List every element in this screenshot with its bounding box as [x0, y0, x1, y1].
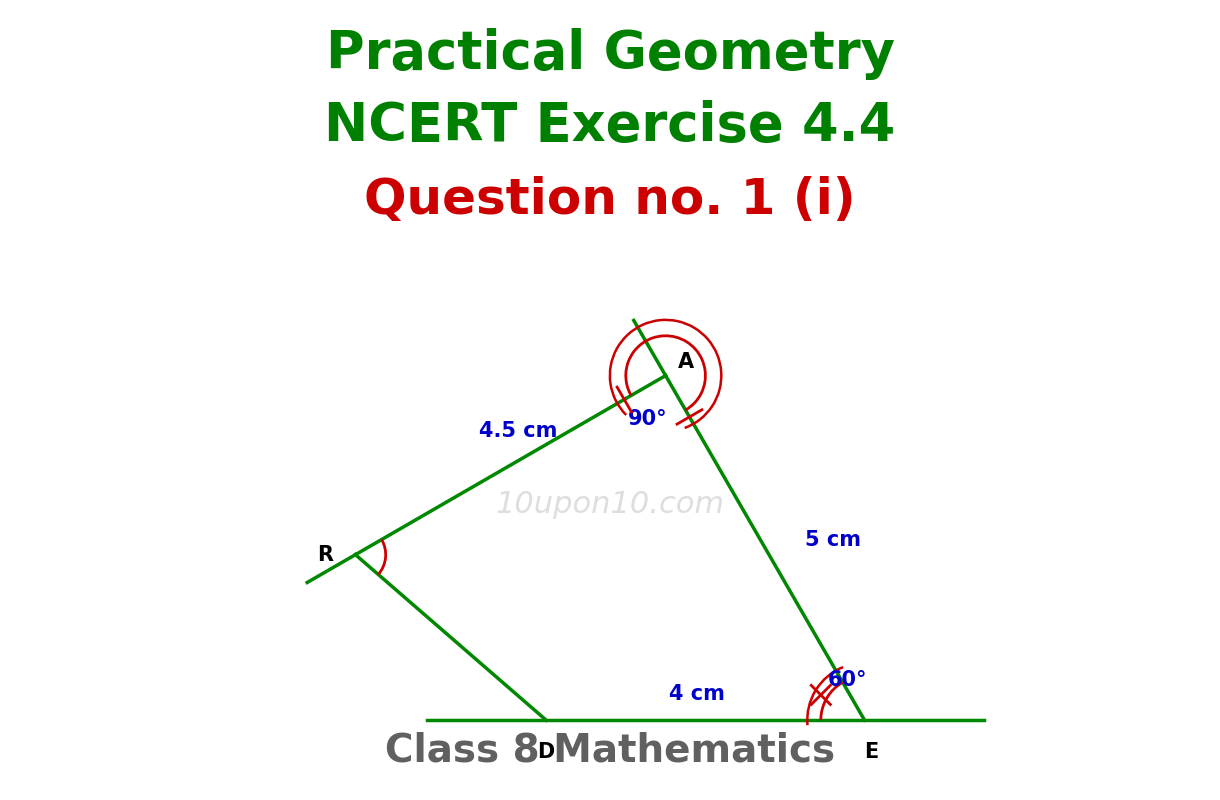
Text: D: D: [538, 742, 555, 762]
Text: R: R: [317, 545, 333, 565]
Text: 90°: 90°: [628, 409, 667, 429]
Text: Question no. 1 (i): Question no. 1 (i): [365, 176, 855, 224]
Text: 5 cm: 5 cm: [805, 530, 861, 550]
Text: Practical Geometry: Practical Geometry: [326, 28, 894, 80]
Text: 10upon10.com: 10upon10.com: [495, 490, 725, 519]
Text: 4.5 cm: 4.5 cm: [479, 422, 558, 442]
Text: A: A: [677, 352, 694, 372]
Text: 4 cm: 4 cm: [670, 684, 726, 704]
Text: E: E: [864, 742, 878, 762]
Text: Class 8 Mathematics: Class 8 Mathematics: [386, 731, 834, 770]
Text: NCERT Exercise 4.4: NCERT Exercise 4.4: [325, 100, 895, 152]
Text: 60°: 60°: [827, 670, 866, 690]
